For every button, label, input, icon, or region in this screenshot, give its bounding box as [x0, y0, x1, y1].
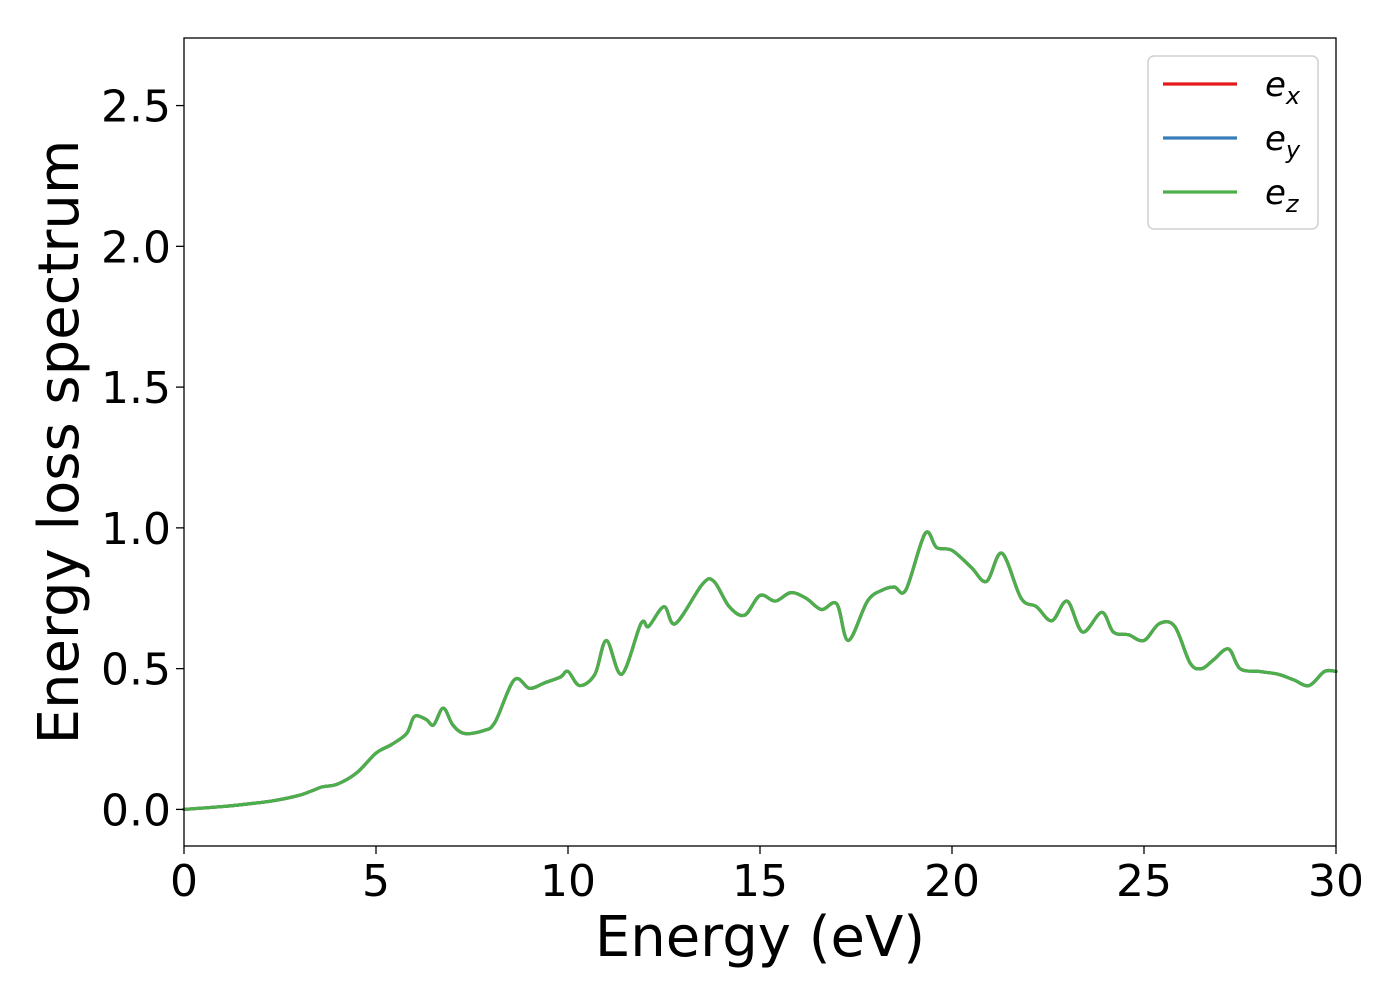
y-axis-ticks: 0.0 0.5 1.0 1.5 2.0 2.5	[101, 82, 184, 836]
x-tick-label: 0	[170, 856, 198, 907]
legend-label-e-x: ex	[1265, 65, 1301, 110]
legend-box	[1147, 55, 1319, 230]
x-tick-label: 25	[1116, 856, 1172, 907]
y-tick-label: 2.0	[101, 222, 171, 273]
x-tick-label: 5	[362, 856, 390, 907]
series-line-e-z	[182, 530, 1338, 811]
series-group	[182, 530, 1338, 811]
y-tick-label: 0.0	[101, 785, 171, 836]
x-axis-title: Energy (eV)	[595, 905, 925, 970]
legend-label-e-z: ez	[1265, 173, 1300, 218]
x-tick-label: 15	[732, 856, 788, 907]
x-tick-label: 30	[1308, 856, 1364, 907]
y-tick-label: 2.5	[101, 82, 171, 133]
x-tick-label: 10	[540, 856, 596, 907]
y-tick-label: 0.5	[101, 645, 171, 696]
y-tick-label: 1.0	[101, 504, 171, 555]
legend-label-e-y: ey	[1265, 119, 1301, 164]
y-axis-title: Energy loss spectrum	[27, 140, 92, 745]
legend: ex ey ez	[1147, 55, 1319, 230]
y-tick-label: 1.5	[101, 363, 171, 414]
x-tick-label: 20	[924, 856, 980, 907]
x-axis-ticks: 0 5 10 15 20 25 30	[170, 846, 1364, 907]
